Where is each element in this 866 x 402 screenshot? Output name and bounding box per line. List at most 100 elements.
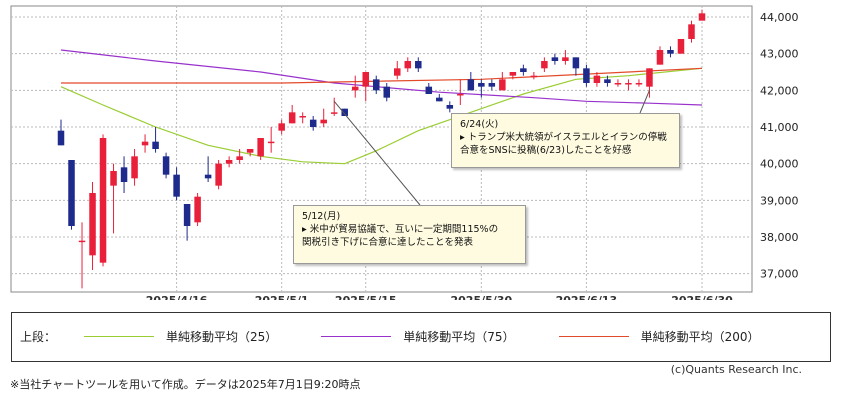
- candle-body: [530, 75, 538, 78]
- candle-body: [246, 149, 254, 153]
- legend-item-ma200: 単純移動平均（200）: [549, 328, 760, 345]
- candle: [225, 156, 233, 168]
- candle: [404, 57, 412, 72]
- candle-body: [257, 138, 264, 157]
- candle: [57, 119, 65, 146]
- candle-body: [278, 123, 285, 131]
- y-tick-label: 38,000: [760, 231, 799, 244]
- candle: [110, 163, 117, 234]
- y-tick-label: 40,000: [760, 158, 799, 171]
- candle-body: [351, 86, 359, 91]
- candle: [551, 53, 559, 65]
- annotation-may12: 5/12(月) ▸ 米中が貿易協議で、互いに一定期間115%の 関税引き下げに合…: [293, 205, 526, 264]
- candle: [688, 20, 695, 43]
- legend-prefix: 上段：: [20, 330, 57, 344]
- candle-body: [141, 141, 149, 146]
- x-tick-label: 2025/5/15: [335, 294, 397, 300]
- candle: [341, 108, 348, 116]
- legend-label-ma75: 単純移動平均（75）: [403, 330, 515, 344]
- candle: [635, 79, 643, 87]
- candle: [478, 79, 485, 98]
- legend-swatch-ma200: [558, 336, 629, 337]
- candle-body: [520, 68, 527, 72]
- candle-body: [288, 112, 296, 124]
- x-tick-label: 2025/6/13: [556, 294, 618, 300]
- candle: [162, 152, 170, 179]
- candle: [593, 72, 601, 87]
- annotation-leader-jun24: [639, 90, 650, 114]
- candle-body: [110, 171, 117, 186]
- candle: [246, 149, 254, 157]
- candle: [415, 57, 422, 72]
- candle: [257, 138, 264, 160]
- candle: [572, 57, 580, 76]
- candle-body: [215, 163, 222, 186]
- candle: [625, 79, 632, 91]
- candle: [394, 61, 401, 80]
- candle-body: [425, 86, 433, 94]
- candle: [204, 156, 212, 182]
- legend-item-ma75: 単純移動平均（75）: [311, 328, 515, 345]
- candle-body: [478, 83, 485, 87]
- candle: [183, 204, 191, 241]
- candle: [173, 167, 180, 201]
- candle: [488, 79, 496, 91]
- candle: [288, 105, 296, 124]
- candle: [99, 134, 107, 267]
- candle: [236, 149, 243, 164]
- candle: [320, 108, 327, 127]
- x-tick-label: 2025/4/16: [146, 294, 208, 300]
- candle: [120, 156, 128, 193]
- candle-body: [656, 50, 664, 65]
- candle-body: [68, 160, 75, 226]
- candle-body: [394, 68, 401, 76]
- annotation-may12-title: 5/12(月): [302, 211, 341, 222]
- candle-body: [162, 156, 170, 175]
- candle-body: [267, 141, 275, 144]
- annotation-jun24-line2: 合意をSNSに投稿(6/23)したことを好感: [460, 145, 632, 156]
- candle: [299, 112, 306, 124]
- annotation-may12-line1: ▸ 米中が貿易協議で、互いに一定期間115%の: [302, 224, 499, 235]
- candle: [309, 116, 317, 131]
- candle: [541, 57, 548, 72]
- candle: [141, 134, 149, 153]
- candle: [614, 79, 622, 87]
- candle-body: [299, 116, 306, 118]
- candle-body: [404, 61, 412, 69]
- x-tick-label: 2025/5/30: [451, 294, 513, 300]
- y-tick-label: 41,000: [760, 121, 799, 134]
- y-tick-label: 39,000: [760, 194, 799, 207]
- candle-body: [131, 156, 138, 179]
- candle: [89, 182, 96, 270]
- candle: [152, 127, 159, 153]
- candle: [520, 64, 527, 76]
- candle: [667, 46, 674, 58]
- candle-body: [677, 39, 685, 54]
- candle: [383, 83, 391, 102]
- candle: [68, 160, 75, 230]
- candle-body: [467, 79, 475, 91]
- ma-line-2: [61, 67, 703, 84]
- candle-body: [499, 79, 506, 91]
- candle-body: [225, 160, 233, 164]
- legend-swatch-ma25: [84, 336, 155, 337]
- y-tick-label: 42,000: [760, 84, 799, 97]
- candle: [446, 101, 454, 113]
- annotation-leader-may12: [333, 101, 421, 206]
- candle-body: [236, 156, 243, 160]
- candle-body: [99, 138, 107, 263]
- candle: [131, 149, 138, 186]
- candle-body: [173, 174, 180, 197]
- candle: [604, 75, 611, 87]
- candle-body: [120, 167, 128, 182]
- legend-label-ma25: 単純移動平均（25）: [166, 330, 278, 344]
- candle: [677, 39, 685, 54]
- annotation-jun24-line1: ▸ トランプ米大統領がイスラエルとイランの停戦: [460, 132, 667, 143]
- x-tick-label: 2025/6/30: [671, 294, 733, 300]
- x-tick-label: 2025/5/1: [255, 294, 309, 300]
- legend-label-ma200: 単純移動平均（200）: [640, 330, 760, 344]
- candle: [562, 50, 569, 65]
- candle: [698, 9, 706, 21]
- candle-body: [78, 240, 86, 243]
- legend-item-ma25: 単純移動平均（25）: [74, 328, 277, 345]
